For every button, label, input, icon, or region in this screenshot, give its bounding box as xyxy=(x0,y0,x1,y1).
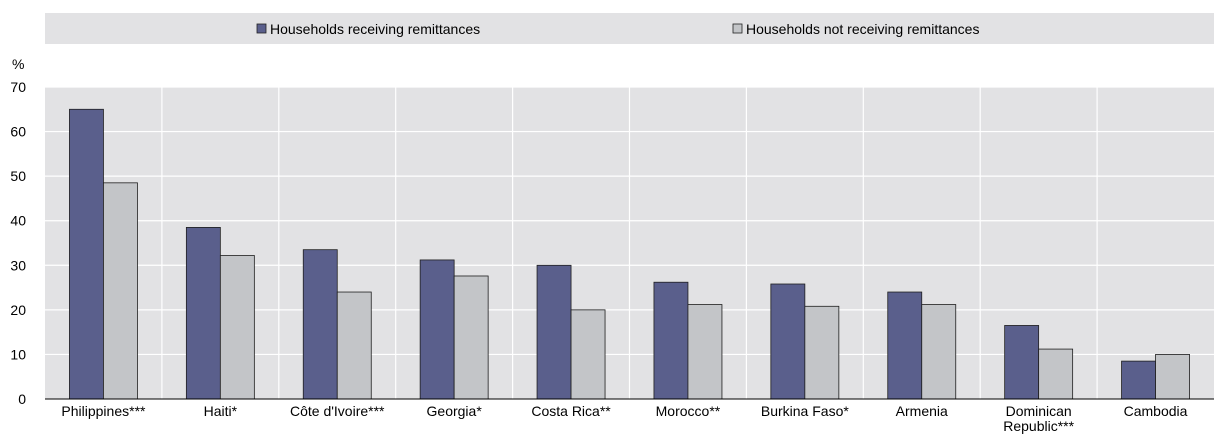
bar-not-receiving xyxy=(219,255,255,400)
bar-receiving xyxy=(419,259,455,400)
y-tick-label: 0 xyxy=(18,391,26,407)
bar-receiving xyxy=(653,281,689,400)
y-tick-label: 20 xyxy=(10,302,26,318)
x-category-label: Dominican Republic*** xyxy=(1003,403,1074,434)
bar-receiving xyxy=(69,108,104,400)
x-category-label: Georgia* xyxy=(427,403,483,419)
gridlines xyxy=(45,86,1214,399)
bar-not-receiving xyxy=(804,305,840,400)
x-category-label: Costa Rica** xyxy=(531,403,611,419)
y-axis-ticks: 0 10 20 30 40 50 60 70 xyxy=(10,79,26,407)
bar-not-receiving xyxy=(921,304,957,400)
legend: Households receiving remittances Househo… xyxy=(256,21,979,37)
bar-receiving xyxy=(302,249,338,400)
x-category-label: Cambodia xyxy=(1124,403,1188,419)
y-tick-label: 50 xyxy=(10,168,26,184)
bar-not-receiving xyxy=(336,291,372,400)
x-axis-labels: Philippines*** Haiti* Côte d'Ivoire*** Geor… xyxy=(61,403,1187,434)
bar-not-receiving xyxy=(570,309,606,400)
bar-not-receiving xyxy=(103,182,138,400)
x-category-label: Armenia xyxy=(896,403,948,419)
legend-label-not-receiving: Households not receiving remittances xyxy=(746,21,979,37)
x-category-label: Burkina Faso* xyxy=(761,403,849,419)
bar-not-receiving xyxy=(453,275,489,400)
bar-receiving xyxy=(770,283,806,400)
legend-label-receiving: Households receiving remittances xyxy=(270,21,480,37)
legend-band xyxy=(45,13,1214,44)
bar-not-receiving xyxy=(1038,348,1074,400)
y-tick-label: 10 xyxy=(10,346,26,362)
y-tick-label: 60 xyxy=(10,124,26,140)
x-category-label: Morocco** xyxy=(656,403,721,419)
y-axis-unit-label: % xyxy=(12,56,24,72)
bar-receiving xyxy=(185,226,221,400)
x-category-label: Côte d'Ivoire*** xyxy=(290,403,385,419)
bars xyxy=(69,108,1190,400)
bar-not-receiving xyxy=(1155,354,1190,400)
legend-swatch-not-receiving xyxy=(732,23,743,34)
y-tick-label: 30 xyxy=(10,257,26,273)
bar-not-receiving xyxy=(687,304,723,400)
x-category-label: Haiti* xyxy=(204,403,238,419)
legend-swatch-receiving xyxy=(256,23,267,34)
bar-receiving xyxy=(1121,360,1156,400)
y-tick-label: 70 xyxy=(10,79,26,95)
x-category-label: Philippines*** xyxy=(61,403,146,419)
bar-receiving xyxy=(1004,325,1040,400)
bar-receiving xyxy=(536,264,572,400)
bar-receiving xyxy=(887,291,923,400)
y-tick-label: 40 xyxy=(10,213,26,229)
